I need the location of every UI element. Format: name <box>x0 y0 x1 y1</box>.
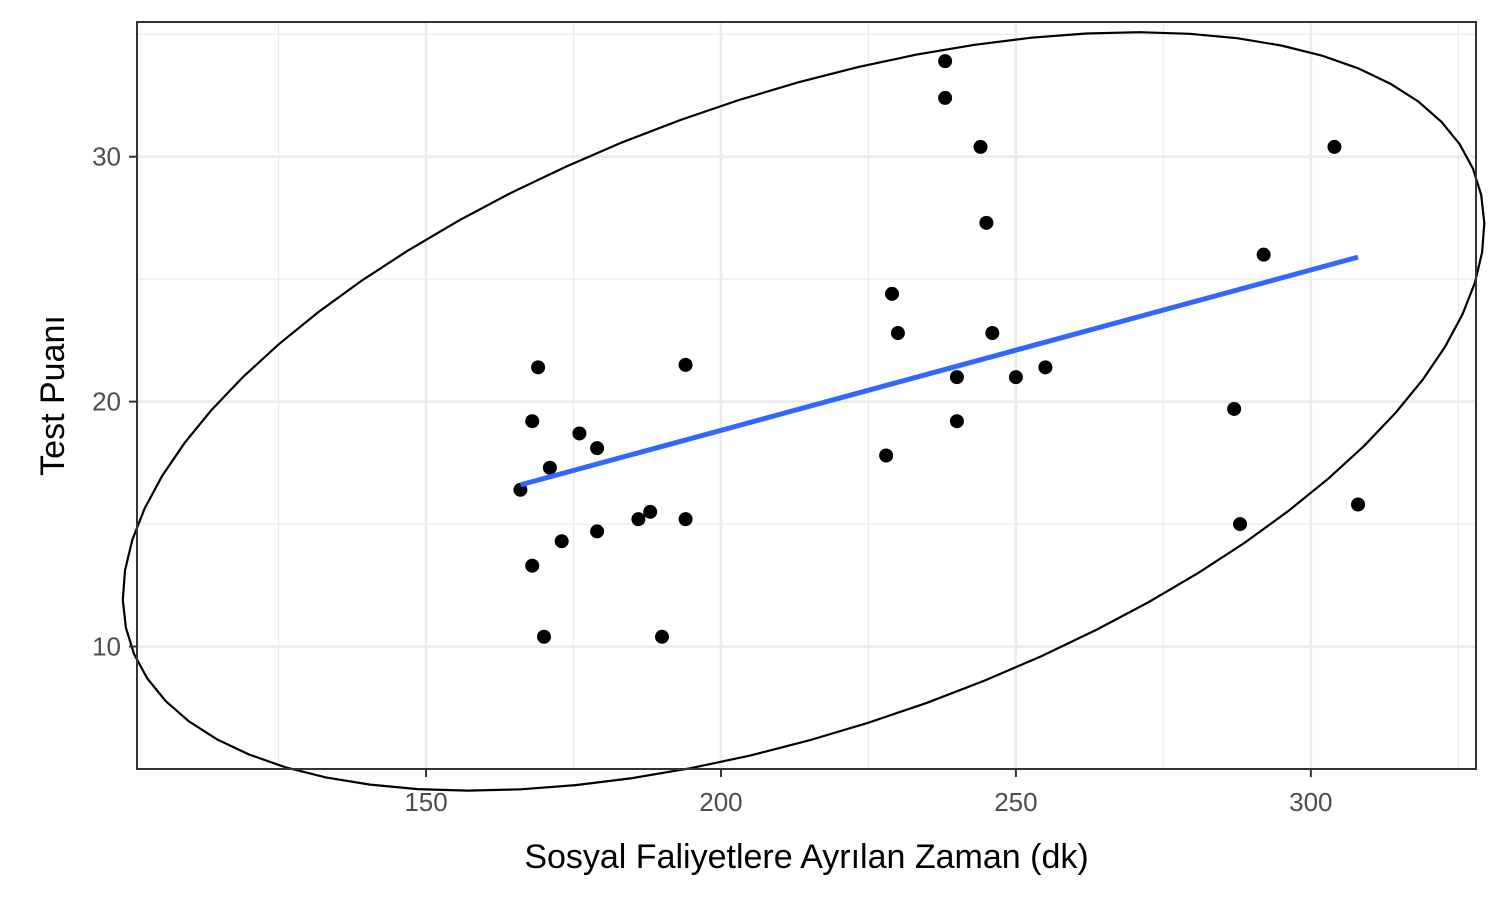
data-point <box>949 414 964 429</box>
regression-line <box>519 254 1359 488</box>
data-point <box>525 414 540 429</box>
confidence-ellipse-layer <box>121 31 1486 792</box>
data-point <box>525 558 540 573</box>
data-point <box>537 629 552 644</box>
data-points <box>513 54 1366 644</box>
data-point <box>631 512 646 527</box>
data-point <box>1351 497 1366 512</box>
x-axis-title: Sosyal Faliyetlere Ayrılan Zaman (dk) <box>524 838 1088 876</box>
data-point <box>985 326 1000 341</box>
x-tick-label: 200 <box>699 787 742 817</box>
data-point <box>938 90 953 105</box>
y-axis-title: Test Puanı <box>34 315 72 476</box>
data-point <box>654 629 669 644</box>
data-point <box>949 370 964 385</box>
x-tick-label: 250 <box>994 787 1037 817</box>
data-point <box>1327 139 1342 154</box>
data-point <box>879 448 894 463</box>
data-point <box>1008 370 1023 385</box>
data-point <box>531 360 546 375</box>
data-point <box>1256 247 1271 262</box>
data-point <box>1227 401 1242 416</box>
x-tick-label: 300 <box>1289 787 1332 817</box>
panel-border <box>136 21 1477 770</box>
axis-ticks <box>129 155 1312 777</box>
data-point <box>890 326 905 341</box>
minor-gridlines <box>137 22 1476 769</box>
x-tick-label: 150 <box>404 787 447 817</box>
y-axis-tick-labels: 10 20 30 <box>92 142 121 662</box>
y-tick-label: 30 <box>92 142 121 172</box>
data-point <box>590 524 605 539</box>
data-point <box>572 426 587 441</box>
confidence-ellipse <box>121 31 1486 792</box>
data-point <box>1038 360 1053 375</box>
data-point <box>973 139 988 154</box>
data-point <box>979 215 994 230</box>
y-tick-label: 20 <box>92 387 121 417</box>
data-point <box>542 460 557 475</box>
data-point <box>678 512 693 527</box>
data-point <box>885 286 900 301</box>
data-point <box>938 54 953 69</box>
data-point <box>590 441 605 456</box>
regression-line-layer <box>519 254 1359 488</box>
data-point <box>678 357 693 372</box>
data-point <box>554 534 569 549</box>
x-axis-tick-labels: 150 200 250 300 <box>404 787 1332 817</box>
major-gridlines <box>137 22 1476 769</box>
data-point <box>1233 517 1248 532</box>
y-tick-label: 10 <box>92 632 121 662</box>
data-point <box>643 504 658 519</box>
